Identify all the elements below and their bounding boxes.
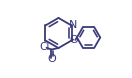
Text: N: N	[69, 20, 77, 30]
Text: Cl: Cl	[40, 42, 50, 52]
Text: O: O	[47, 54, 56, 64]
Text: O: O	[70, 35, 79, 45]
